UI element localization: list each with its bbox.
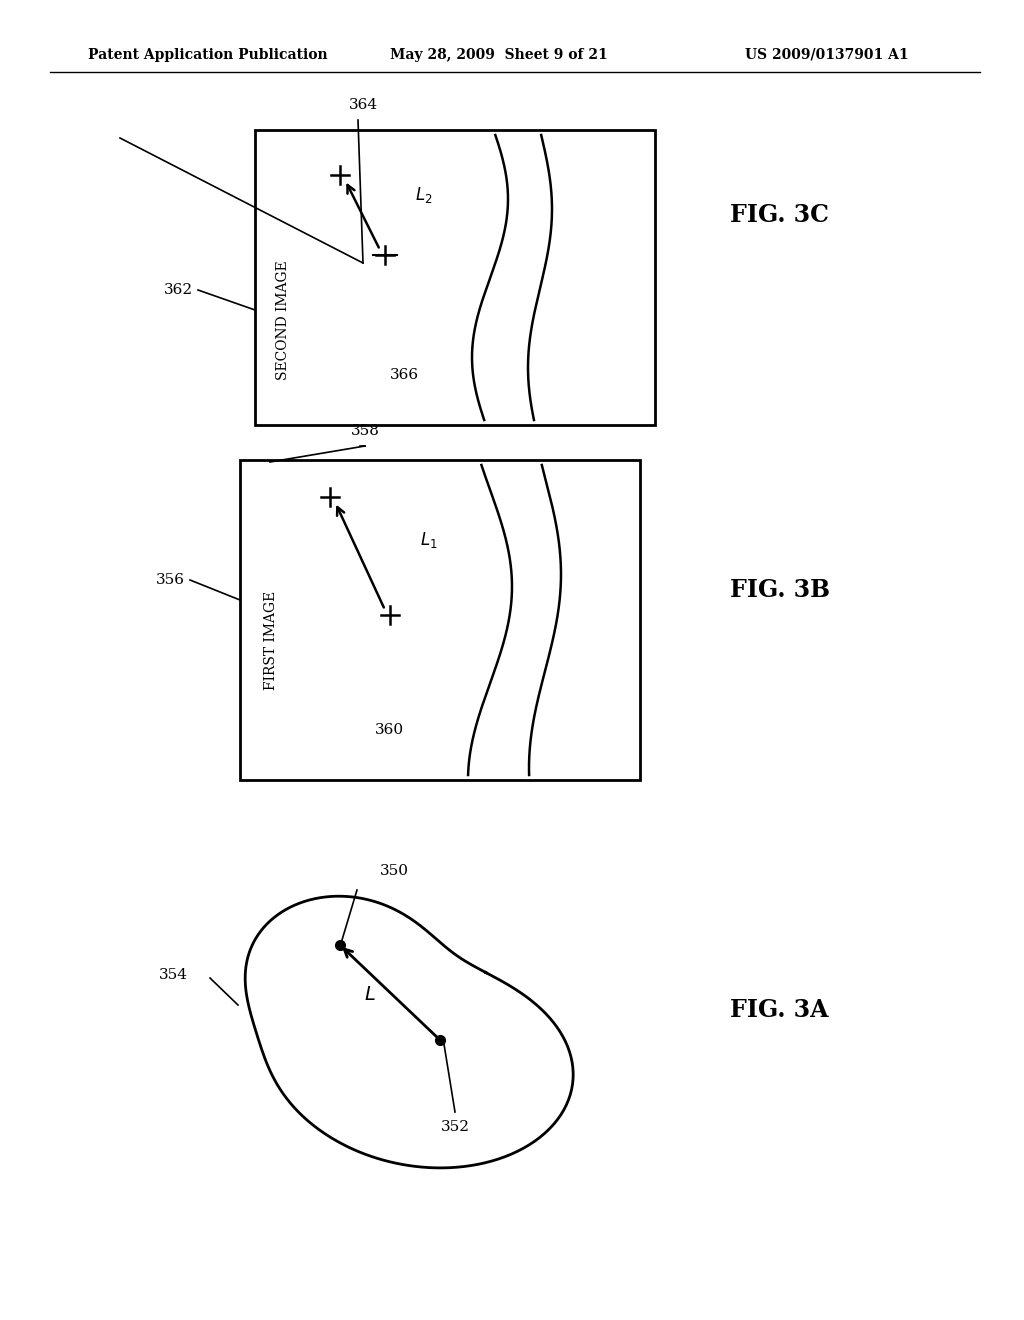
- Text: SECOND IMAGE: SECOND IMAGE: [276, 260, 290, 380]
- Text: 356: 356: [156, 573, 185, 587]
- Text: 350: 350: [380, 865, 409, 878]
- Text: FIG. 3B: FIG. 3B: [730, 578, 830, 602]
- Text: Patent Application Publication: Patent Application Publication: [88, 48, 328, 62]
- Text: $L_2$: $L_2$: [415, 185, 432, 205]
- Text: 358: 358: [350, 424, 380, 438]
- Text: 352: 352: [440, 1119, 469, 1134]
- Text: US 2009/0137901 A1: US 2009/0137901 A1: [745, 48, 908, 62]
- Bar: [240, 459, 640, 780]
- Text: FIG. 3C: FIG. 3C: [730, 203, 828, 227]
- Text: 362: 362: [164, 282, 193, 297]
- Text: $L_1$: $L_1$: [420, 531, 437, 550]
- Text: 364: 364: [348, 98, 378, 112]
- Bar: [255, 129, 655, 425]
- Text: 360: 360: [375, 723, 404, 737]
- Text: May 28, 2009  Sheet 9 of 21: May 28, 2009 Sheet 9 of 21: [390, 48, 608, 62]
- Text: FIG. 3A: FIG. 3A: [730, 998, 828, 1022]
- Text: $L$: $L$: [365, 986, 376, 1005]
- Text: FIRST IMAGE: FIRST IMAGE: [264, 590, 278, 689]
- Text: 366: 366: [390, 368, 419, 381]
- Text: 354: 354: [159, 968, 188, 982]
